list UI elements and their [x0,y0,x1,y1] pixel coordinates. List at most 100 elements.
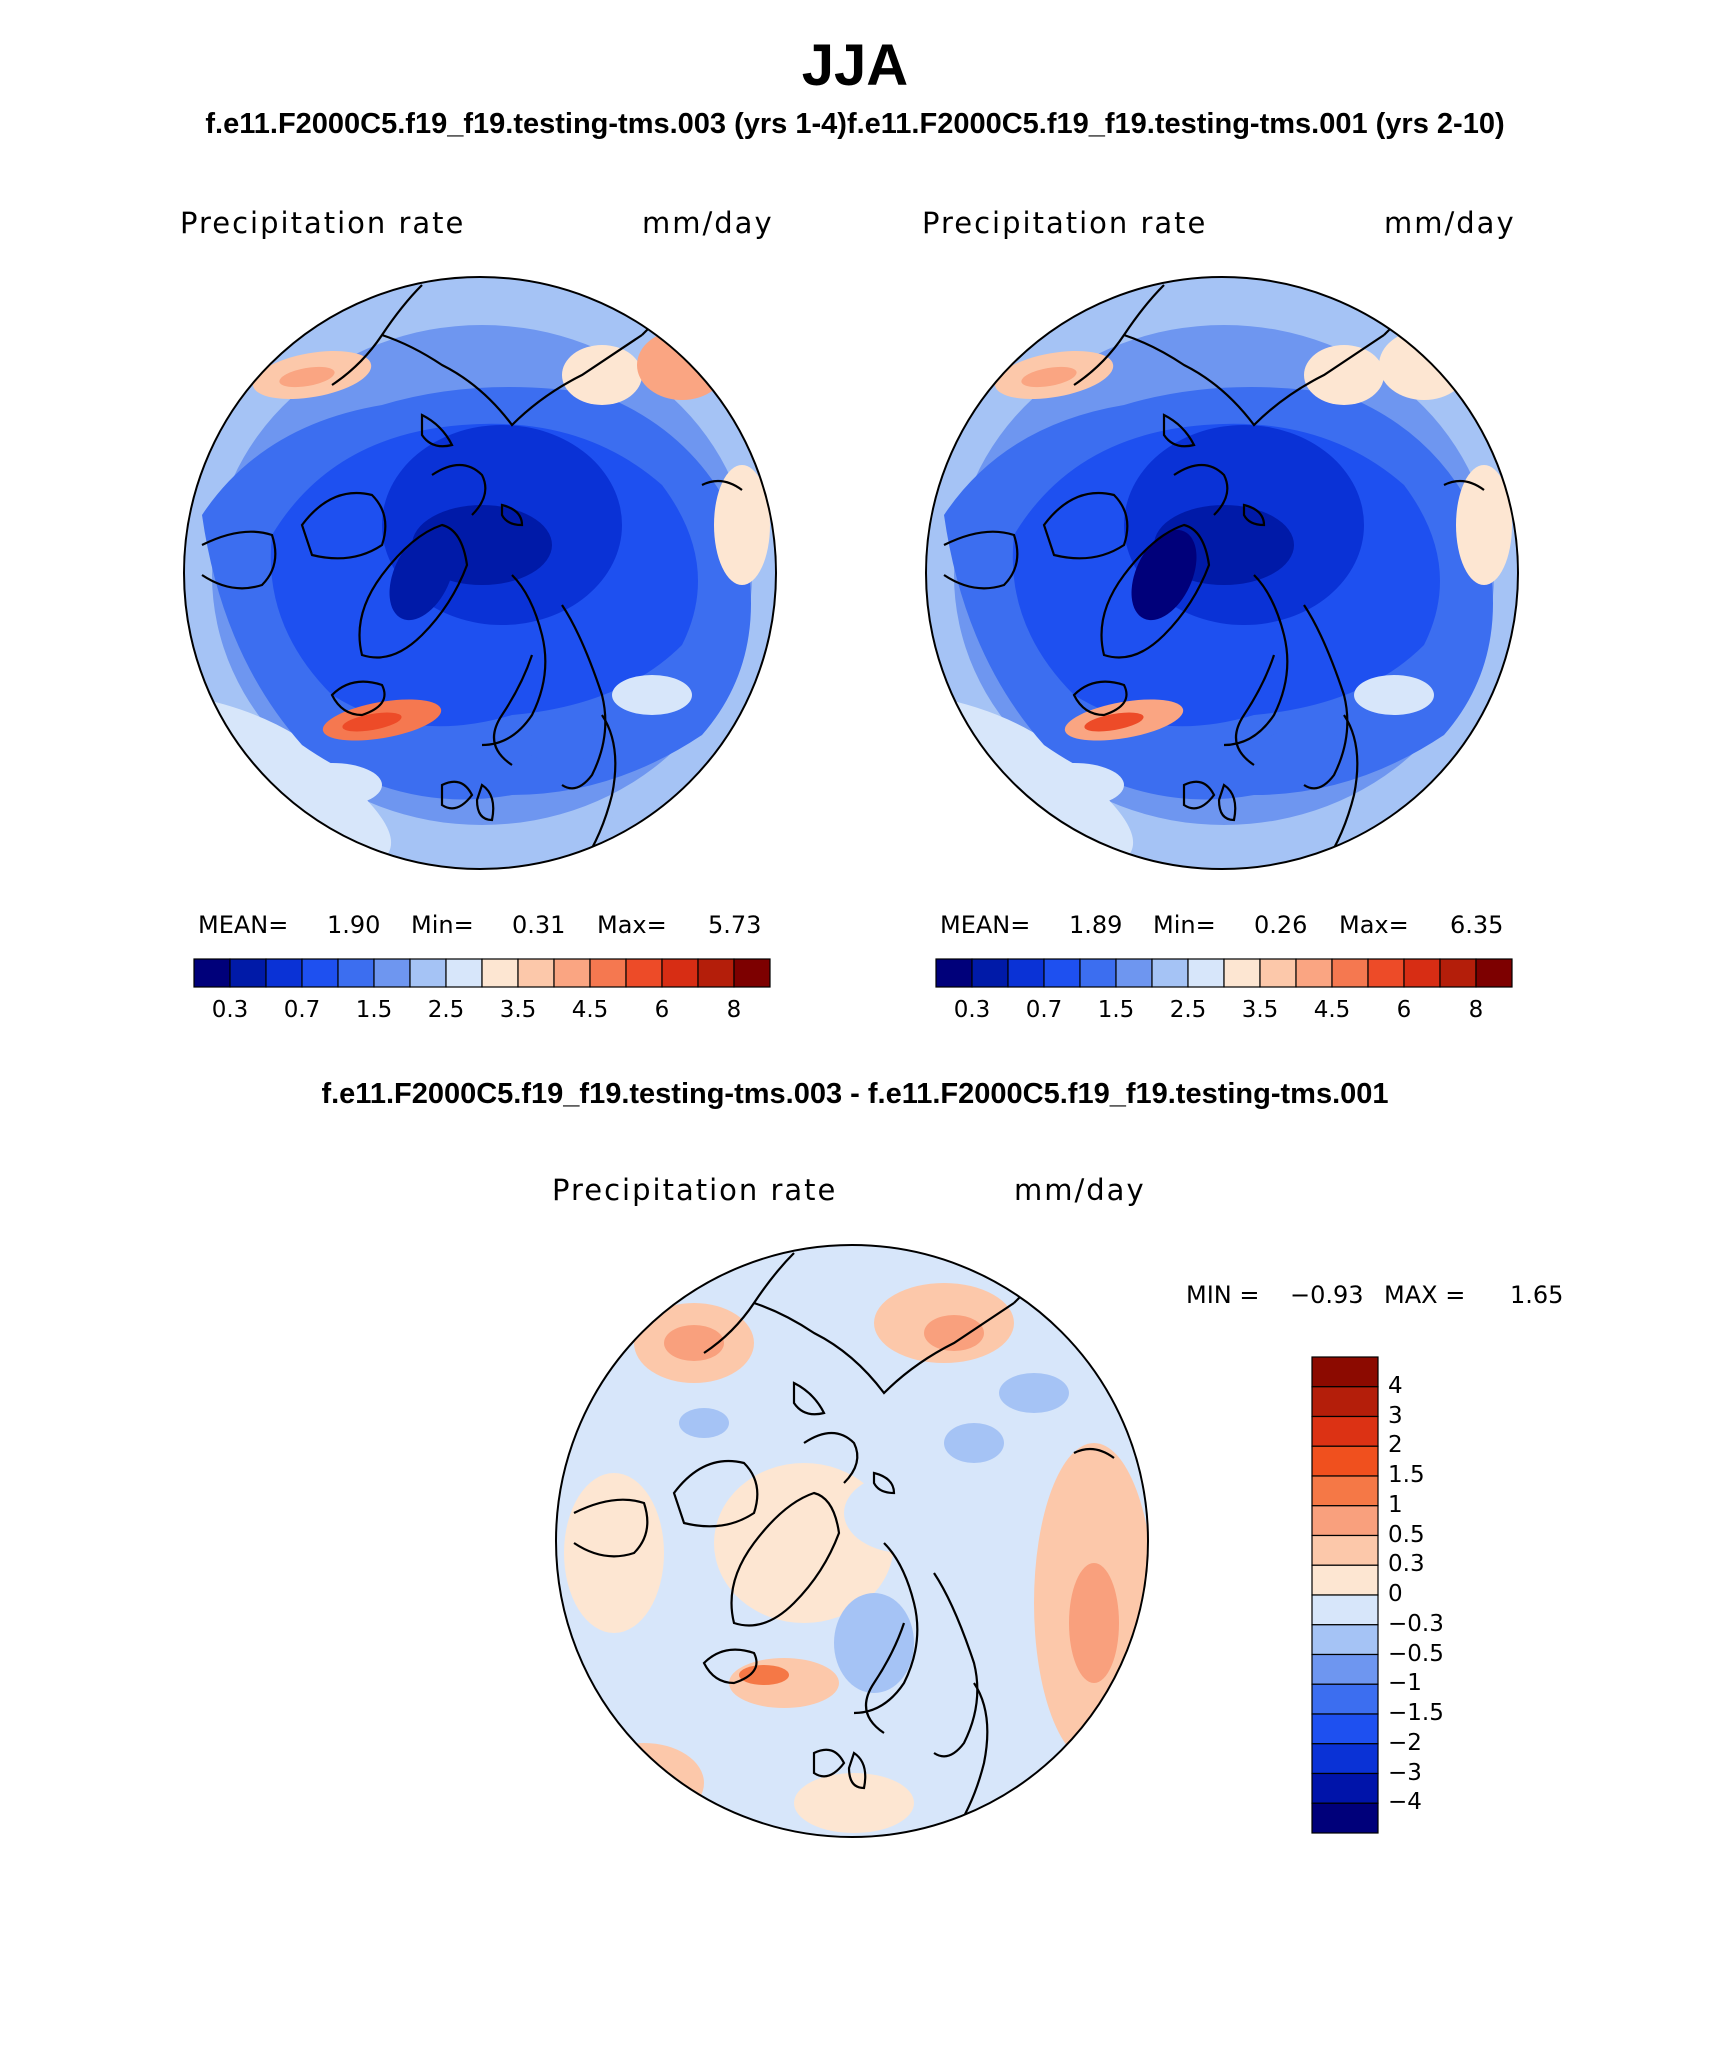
coastline [300,491,387,560]
colorbar-tick-label: 2 [1388,1432,1403,1459]
coastline [730,1491,841,1627]
colorbar-tick-label: 0 [1388,1581,1403,1607]
colorbar-swatch [1311,1505,1379,1537]
panel2-max-label: Max= [1339,911,1409,939]
coastline [847,1751,867,1790]
colorbar-swatch [1311,1386,1379,1418]
diff-min-label: MIN = [1186,1281,1260,1309]
colorbar-tick-label: 6 [654,997,670,1023]
precip-contour-region [999,1373,1069,1413]
colorbar-swatch [1151,958,1189,988]
panel2-min-label: Min= [1153,911,1216,939]
coastline [1100,523,1211,659]
coastline [1073,1447,1115,1459]
coastline [475,783,495,822]
colorbar-tick-label: 1.5 [355,997,393,1023]
coastline [753,1301,1015,1395]
colorbar-swatch [1007,958,1045,988]
colorbar-tick-label: −2 [1388,1729,1422,1756]
precip-contour-region [184,305,262,365]
colorbar-tick-label: 3.5 [499,997,537,1023]
coastline [853,1542,919,1715]
colorbar-swatch [373,958,411,988]
panel1-polar-map [183,276,777,870]
precip-contour-region [282,763,382,807]
precip-contour-region [679,1408,729,1438]
coastline [953,1682,989,1834]
coastline [1234,654,1276,766]
colorbar-swatch [935,958,973,988]
colorbar-swatch [553,958,591,988]
panel2-min-value: 0.26 [1254,911,1308,939]
coastline [933,1572,979,1758]
colorbar-tick-label: 0.3 [953,997,991,1023]
precip-contour-region [714,465,770,585]
coastline [1223,574,1289,747]
panel1-variable-label: Precipitation rate [180,206,466,240]
coastline [358,523,469,659]
diff-variable-label: Precipitation rate [552,1173,838,1207]
diff-max-label: MAX = [1384,1281,1466,1309]
coastline [792,1381,826,1416]
panel2-mean-label: MEAN= [940,911,1031,939]
colorbar-swatch [661,958,699,988]
colorbar-tick-label: 1 [1388,1491,1403,1518]
colorbar-swatch [265,958,303,988]
panel2-max-value: 6.35 [1450,911,1504,939]
colorbar-swatch [301,958,339,988]
colorbar-tick-label: 3 [1388,1402,1403,1429]
colorbar-tick-label: 3.5 [1241,997,1279,1023]
panel2-mean-value: 1.89 [1069,911,1123,939]
diff-colorbar [1311,1356,1379,1834]
precip-contour-region [1021,366,1077,388]
coastline [1303,604,1349,790]
precip-contour-region [664,1325,724,1361]
colorbar-tick-label: 0.7 [1025,997,1063,1023]
colorbar-swatch [193,958,231,988]
colorbar-swatch [1311,1743,1379,1775]
subtitle-case-left: f.e11.F2000C5.f19_f19.testing-tms.003 (y… [205,108,847,140]
colorbar-swatch [1367,958,1405,988]
colorbar-swatch [589,958,627,988]
colorbar-tick-label: 4.5 [1313,997,1351,1023]
precip-contour-region [389,529,455,621]
coastline [943,530,1019,590]
panel1-min-label: Min= [411,911,474,939]
colorbar-swatch [1475,958,1513,988]
precip-contour-region [522,729,602,761]
coastline [812,1748,846,1778]
coastline [330,680,386,717]
colorbar-swatch [1311,1534,1379,1566]
coastline [1072,680,1128,717]
colorbar-tick-label: −3 [1388,1759,1422,1786]
precip-contour-region [926,305,1004,365]
subtitle-case-right: f.e11.F2000C5.f19_f19.testing-tms.001 (y… [846,108,1505,140]
colorbar-tick-label: −4 [1388,1789,1422,1816]
diff-max-value: 1.65 [1510,1281,1564,1309]
precip-contour-region [924,1315,984,1351]
coastline [420,413,454,448]
colorbar-swatch [1311,1564,1379,1596]
colorbar-tick-label: −1 [1388,1670,1422,1697]
panel2-polar-map [925,276,1519,870]
coastline [581,714,617,866]
colorbar-tick-label: 1.5 [1097,997,1135,1023]
colorbar-tick-label: 0.3 [211,997,249,1023]
panel1-min-value: 0.31 [512,911,566,939]
precip-contour-region [1069,1563,1119,1683]
precip-contour-region [729,1658,839,1708]
colorbar-swatch [1403,958,1441,988]
colorbar-tick-label: 4.5 [571,997,609,1023]
colorbar-tick-label: −0.3 [1388,1610,1444,1637]
colorbar-swatch [1187,958,1225,988]
colorbar-swatch [1311,1772,1379,1804]
colorbar-swatch [337,958,375,988]
colorbar-swatch [1311,1356,1379,1388]
map-boundary [925,276,1519,870]
colorbar-swatch [1115,958,1153,988]
colorbar-tick-label: −0.5 [1388,1640,1444,1667]
coastline [573,1498,649,1558]
coastline [431,463,487,516]
colorbar-swatch [1311,1713,1379,1745]
colorbar-tick-label: 0.3 [1388,1551,1425,1578]
